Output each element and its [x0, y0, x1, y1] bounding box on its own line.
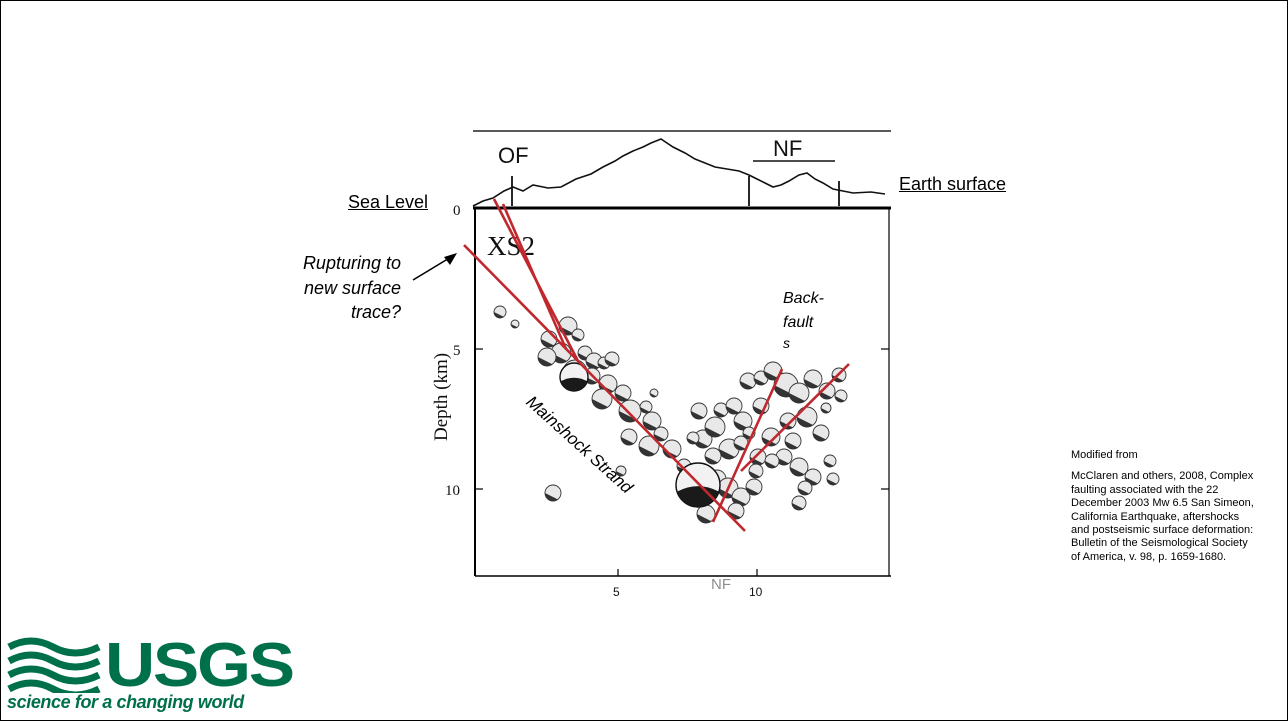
- focal-mechanism-quadrant: [835, 396, 845, 403]
- focal-mechanism-quadrant: [813, 433, 826, 441]
- focal-mechanism-quadrant: [821, 408, 829, 414]
- focal-mechanism-quadrant: [819, 391, 832, 399]
- mainshock-focal-quadrant: [560, 377, 588, 391]
- sea-level-label: Sea Level: [348, 192, 429, 212]
- focal-mechanism-quadrant: [598, 363, 608, 369]
- focal-mechanism-quadrant: [538, 357, 553, 367]
- of-label: OF: [498, 143, 529, 168]
- focal-mechanism-quadrant: [776, 457, 789, 465]
- mainshock-strand-line: [463, 244, 746, 532]
- focal-mechanism-quadrant: [785, 441, 798, 449]
- source-credit: Modified from McClaren and others, 2008,…: [1071, 449, 1256, 572]
- focal-mechanism-quadrant: [754, 378, 766, 386]
- focal-mechanism-quadrant: [740, 381, 753, 389]
- focal-mechanism-quadrant: [824, 461, 834, 467]
- focal-mechanism-quadrant: [639, 446, 655, 457]
- focal-mechanism-quadrant: [650, 393, 657, 397]
- bottom-partial-label: NF: [711, 576, 731, 593]
- steep-fault-line: [501, 203, 568, 350]
- focal-mechanism-quadrant: [749, 471, 761, 478]
- rupturing-label: Rupturing to new surface trace?: [302, 253, 401, 322]
- focal-mechanism-quadrant: [605, 359, 617, 366]
- focal-mechanism-quadrant: [592, 399, 608, 409]
- focal-mechanism-quadrant: [572, 335, 582, 341]
- xs2-label: XS2: [487, 231, 535, 261]
- focal-mechanism-quadrant: [797, 417, 813, 428]
- focal-mechanism-quadrant: [619, 411, 637, 422]
- arrow-icon: [412, 253, 457, 281]
- usgs-tagline: science for a changing world: [7, 692, 244, 712]
- usgs-wordmark: USGS: [105, 631, 295, 700]
- focal-mechanism-quadrant: [798, 488, 810, 496]
- focal-mechanism-quadrant: [746, 487, 759, 495]
- focal-mechanism-quadrant: [719, 449, 735, 460]
- focal-mechanism-quadrant: [616, 471, 624, 476]
- focal-mechanism-quadrant: [792, 503, 804, 510]
- y-tick-10: 10: [445, 483, 460, 499]
- focal-mechanism-quadrant: [640, 407, 650, 413]
- fault-interpretation-lines: [463, 198, 850, 532]
- y-tick-5: 5: [453, 343, 461, 359]
- credit-heading: Modified from: [1071, 449, 1138, 461]
- nf-label: NF: [773, 136, 802, 161]
- focal-mechanism-quadrant: [643, 421, 658, 430]
- focal-mechanism-quadrant: [696, 514, 712, 523]
- credit-citation: McClaren and others, 2008, Complex fault…: [1071, 470, 1254, 563]
- focal-mechanism-quadrant: [494, 312, 504, 318]
- focal-mechanism-quadrant: [734, 421, 749, 431]
- focal-mechanism-quadrant: [765, 461, 777, 469]
- focal-mechanism-quadrant: [615, 393, 628, 401]
- focal-mechanism-quadrant: [687, 438, 697, 445]
- focal-mechanism-quadrant: [654, 434, 666, 442]
- aftershock-cluster: [493, 305, 848, 524]
- focal-mechanism-quadrant: [804, 379, 819, 389]
- focal-mechanism-quadrant: [714, 410, 726, 418]
- wave-mark-icon: [7, 637, 101, 693]
- focal-mechanism-quadrant: [734, 443, 746, 451]
- focal-mechanism-quadrant: [621, 437, 634, 445]
- focal-mechanism-quadrant: [764, 371, 779, 381]
- topographic-profile: [472, 138, 886, 207]
- y-axis-label: Depth (km): [431, 353, 452, 441]
- focal-mechanism-quadrant: [545, 493, 558, 501]
- focal-mechanism-quadrant: [774, 385, 794, 397]
- focal-mechanism-quadrant: [586, 361, 599, 369]
- focal-mechanism-quadrant: [790, 467, 805, 477]
- usgs-logo: USGS science for a changing world: [7, 631, 295, 719]
- focal-mechanism-quadrant: [726, 406, 739, 414]
- focal-mechanism-quadrant: [705, 456, 718, 464]
- x-tick-5: 5: [613, 585, 620, 599]
- y-tick-0: 0: [453, 203, 461, 219]
- focal-mechanism-quadrant: [789, 393, 805, 403]
- focal-mechanism-quadrant: [511, 324, 518, 329]
- focal-mechanism-quadrant: [541, 339, 554, 347]
- earth-surface-label: Earth surface: [899, 174, 1007, 194]
- backfault-line-1: [711, 368, 784, 523]
- focal-mechanism-quadrant: [827, 479, 837, 485]
- back-faults-label: Back- fault s: [783, 290, 824, 351]
- backfault-line-2: [740, 363, 850, 472]
- mainshock-focal-quadrant: [677, 486, 719, 507]
- x-tick-10: 10: [749, 585, 763, 599]
- focal-mechanism-quadrant: [691, 411, 704, 419]
- focal-mechanism-quadrant: [705, 427, 721, 437]
